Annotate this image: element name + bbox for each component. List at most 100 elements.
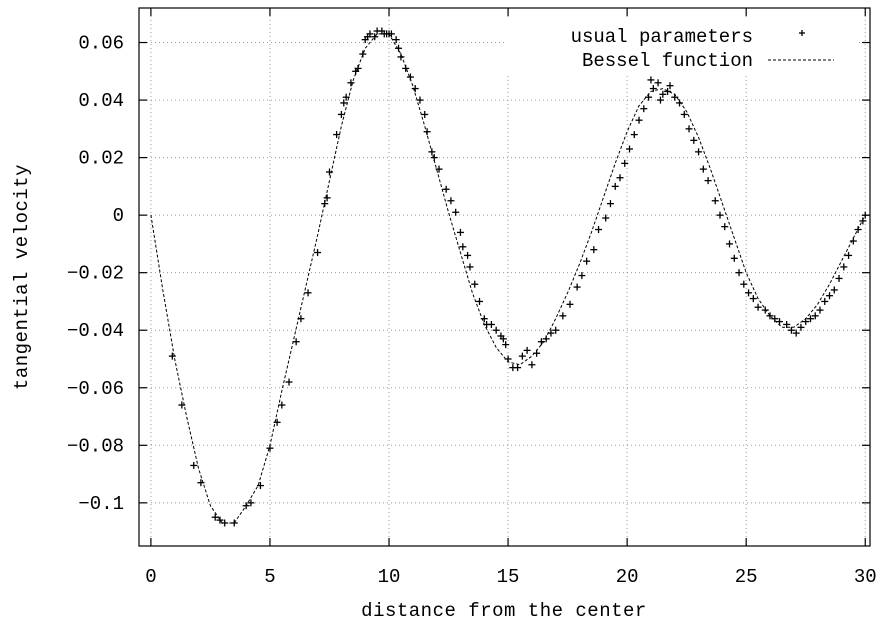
data-point-marker [499, 335, 507, 343]
data-point-marker [266, 444, 274, 452]
data-point-marker [787, 326, 795, 334]
data-point-marker [528, 361, 536, 369]
data-point-marker [635, 116, 643, 124]
bessel-function-line [150, 33, 866, 524]
data-point-marker [230, 519, 238, 527]
data-point-marker [630, 131, 638, 139]
data-point-marker [371, 33, 379, 41]
data-point-marker [835, 274, 843, 282]
x-tick-label: 30 [854, 566, 877, 588]
data-point-marker [314, 249, 322, 257]
data-point-marker [428, 148, 436, 156]
y-tick-label: −0.04 [67, 320, 124, 342]
data-point-marker [304, 289, 312, 297]
data-point-marker [654, 79, 662, 87]
data-point-marker [716, 211, 724, 219]
data-point-marker [783, 320, 791, 328]
data-point-marker [397, 53, 405, 61]
data-point-marker [816, 306, 824, 314]
data-point-marker [730, 254, 738, 262]
data-point-marker [830, 286, 838, 294]
usual-parameters-series [168, 27, 869, 527]
y-tick-label: 0.04 [78, 90, 124, 112]
data-point-marker [321, 200, 329, 208]
data-point-marker [323, 194, 331, 202]
data-point-marker [278, 401, 286, 409]
data-point-marker [659, 90, 667, 98]
data-point-marker [749, 295, 757, 303]
data-point-marker [504, 355, 512, 363]
data-point-marker [595, 226, 603, 234]
data-point-marker [711, 197, 719, 205]
data-point-marker [792, 329, 800, 337]
data-point-marker [423, 128, 431, 136]
data-point-marker [406, 73, 414, 81]
data-point-marker [821, 297, 829, 305]
data-point-marker [435, 165, 443, 173]
data-point-marker [221, 519, 229, 527]
data-point-marker [745, 289, 753, 297]
data-point-marker [464, 251, 472, 259]
data-point-marker [542, 335, 550, 343]
data-point-marker [649, 85, 657, 93]
data-point-marker [242, 502, 250, 510]
y-tick-label: −0.1 [78, 493, 124, 515]
data-point-marker [616, 174, 624, 182]
data-point-marker [247, 499, 255, 507]
data-point-marker [766, 312, 774, 320]
data-point-marker [771, 315, 779, 323]
data-point-marker [656, 96, 664, 104]
data-point-marker [471, 280, 479, 288]
data-point-marker [578, 272, 586, 280]
y-tick-label: −0.06 [67, 378, 124, 400]
x-axis-title: distance from the center [361, 600, 647, 622]
data-point-marker [492, 326, 500, 334]
legend-marker-usual-parameters [799, 30, 805, 36]
data-point-marker [537, 338, 545, 346]
data-point-marker [211, 513, 219, 521]
data-point-marker [621, 159, 629, 167]
data-point-marker [337, 110, 345, 118]
data-point-marker [699, 165, 707, 173]
data-point-marker [514, 364, 522, 372]
data-point-marker [735, 269, 743, 277]
legend-background [506, 17, 858, 73]
data-point-marker [811, 312, 819, 320]
axis-ticks [139, 8, 870, 546]
data-point-marker [518, 352, 526, 360]
data-point-marker [797, 323, 805, 331]
data-point-marker [680, 110, 688, 118]
data-point-marker [547, 329, 555, 337]
data-point-marker [190, 461, 198, 469]
grid [139, 8, 870, 546]
data-point-marker [695, 148, 703, 156]
data-point-marker [333, 131, 341, 139]
data-point-marker [411, 85, 419, 93]
data-point-marker [566, 300, 574, 308]
data-point-marker [342, 93, 350, 101]
data-point-marker [387, 30, 395, 38]
x-tick-label: 15 [497, 566, 520, 588]
data-point-marker [754, 303, 762, 311]
data-point-marker [666, 82, 674, 90]
data-point-marker [721, 223, 729, 231]
data-point-marker [602, 214, 610, 222]
y-tick-labels: 0.06 0.04 0.02 0 −0.02 −0.04 −0.06 −0.08 −0.1 [67, 33, 124, 515]
data-point-marker [416, 96, 424, 104]
data-point-marker [611, 182, 619, 190]
data-point-marker [168, 352, 176, 360]
data-point-marker [854, 226, 862, 234]
data-point-marker [573, 283, 581, 291]
data-point-marker [347, 79, 355, 87]
data-point-marker [726, 240, 734, 248]
y-tick-label: 0.02 [78, 148, 124, 170]
data-point-marker [273, 418, 281, 426]
data-point-marker [297, 315, 305, 323]
data-point-marker [354, 64, 362, 72]
data-point-marker [645, 93, 653, 101]
data-point-marker [359, 50, 367, 58]
data-point-marker [523, 346, 531, 354]
data-point-marker [502, 341, 510, 349]
data-point-marker [480, 315, 488, 323]
